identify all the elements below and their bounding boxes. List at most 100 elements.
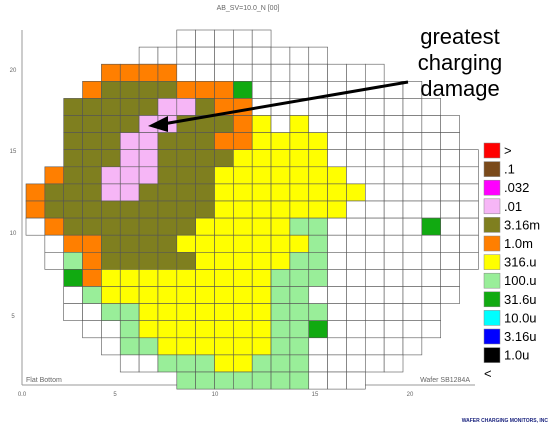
wafer-cell xyxy=(176,354,196,373)
wafer-cell xyxy=(364,286,385,304)
wafer-cell xyxy=(383,252,404,270)
wafer-cell xyxy=(63,303,83,322)
wafer-cell xyxy=(138,320,159,339)
legend-label: .032 xyxy=(504,180,529,195)
wafer-cell xyxy=(459,217,479,236)
wafer-cell xyxy=(251,115,272,133)
wafer-cell xyxy=(289,320,310,339)
wafer-cell xyxy=(440,166,460,185)
wafer-cell xyxy=(327,303,347,322)
wafer-cell xyxy=(82,115,102,133)
wafer-cell xyxy=(214,46,234,65)
wafer-cell xyxy=(195,337,215,356)
wafer-cell xyxy=(327,337,347,356)
wafer-cell xyxy=(440,115,460,133)
wafer-cell xyxy=(119,286,140,304)
wafer-cell xyxy=(195,303,215,322)
wafer-cell xyxy=(251,371,272,390)
wafer-cell xyxy=(421,166,442,185)
wafer-cell xyxy=(233,183,253,202)
wafer-cell xyxy=(195,234,215,253)
wafer-cell xyxy=(327,217,347,236)
wafer-cell xyxy=(402,320,423,339)
wafer-cell xyxy=(270,183,291,202)
wafer-cell xyxy=(44,252,64,270)
axis-ticks: 0.0 5 10 15 20 20 15 10 5 xyxy=(10,68,414,398)
wafer-cell xyxy=(440,234,460,253)
wafer-cell xyxy=(119,200,140,219)
wafer-cell xyxy=(119,234,140,253)
wafer-cell xyxy=(421,132,442,151)
wafer-cell xyxy=(346,269,366,287)
wafer-cell xyxy=(251,337,272,356)
wafer-cell xyxy=(251,217,272,236)
wafer-cell xyxy=(82,269,102,287)
wafer-cell xyxy=(270,149,291,168)
wafer-cell xyxy=(63,98,83,116)
wafer-cell xyxy=(82,149,102,168)
wafer-cell xyxy=(138,303,159,322)
wafer-cell xyxy=(82,252,102,270)
wafer-cell xyxy=(119,166,140,185)
wafer-cell xyxy=(101,98,121,116)
wafer-cell xyxy=(101,269,121,287)
wafer-cell xyxy=(308,371,328,390)
wafer-cell xyxy=(138,217,159,236)
wafer-cell xyxy=(270,200,291,219)
wafer-cell xyxy=(402,303,423,322)
wafer-cell xyxy=(289,132,310,151)
wafer-cell xyxy=(289,337,310,356)
wafer-cell xyxy=(364,252,385,270)
wafer-cell xyxy=(402,286,423,304)
wafer-cell xyxy=(346,234,366,253)
wafer-cell xyxy=(233,234,253,253)
wafer-cell xyxy=(327,320,347,339)
wafer-cell xyxy=(251,234,272,253)
wafer-cell xyxy=(364,320,385,339)
wafer-cell xyxy=(308,337,328,356)
wafer-cell xyxy=(327,166,347,185)
wafer-cell xyxy=(346,63,366,82)
wafer-cell xyxy=(327,252,347,270)
wafer-cell xyxy=(270,132,291,151)
wafer-cell xyxy=(138,46,159,65)
wafer-cell xyxy=(82,303,102,322)
wafer-cell xyxy=(119,269,140,287)
wafer-cell xyxy=(119,98,140,116)
wafer-cell xyxy=(82,81,102,99)
wafer-cell xyxy=(421,303,442,322)
legend-label: 3.16u xyxy=(504,329,537,344)
wafer-cell xyxy=(82,200,102,219)
wafer-cell xyxy=(459,200,479,219)
wafer-cell xyxy=(82,320,102,339)
wafer-cell xyxy=(176,46,196,65)
wafer-cell xyxy=(233,29,253,48)
wafer-cell xyxy=(308,98,328,116)
wafer-cell xyxy=(157,200,178,219)
legend-swatch xyxy=(483,235,501,252)
wafer-cell xyxy=(402,115,423,133)
wafer-cell xyxy=(233,132,253,151)
wafer-cell xyxy=(289,234,310,253)
wafer-cell xyxy=(157,252,178,270)
wafer-cell xyxy=(270,217,291,236)
wafer-cell xyxy=(82,98,102,116)
wafer-cell xyxy=(270,252,291,270)
wafer-cell xyxy=(176,371,196,390)
wafer-cell xyxy=(214,200,234,219)
legend-label: 3.16m xyxy=(504,217,540,232)
wafer-cell xyxy=(270,337,291,356)
wafer-cell xyxy=(459,234,479,253)
y-tick-label: 15 xyxy=(10,149,17,155)
chart-title: AB_SV=10.0_N [00] xyxy=(217,5,280,12)
wafer-cell xyxy=(157,234,178,253)
wafer-cell xyxy=(214,29,234,48)
wafer-cell xyxy=(440,286,460,304)
wafer-cell xyxy=(364,269,385,287)
wafer-cell xyxy=(157,46,178,65)
wafer-cell xyxy=(195,371,215,390)
wafer-cell xyxy=(270,303,291,322)
wafer-cell xyxy=(327,286,347,304)
wafer-cell xyxy=(402,269,423,287)
wafer-cell xyxy=(214,371,234,390)
